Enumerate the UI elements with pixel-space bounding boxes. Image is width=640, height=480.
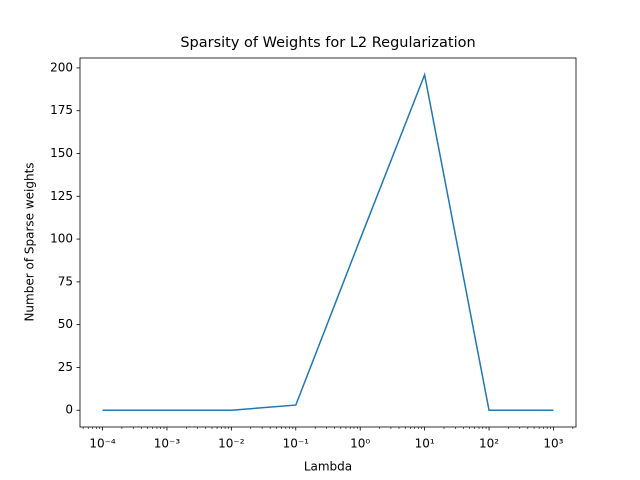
axes-frame (79, 57, 577, 428)
y-tick-label: 150 (50, 146, 73, 160)
x-tick-label: 10⁻² (218, 437, 245, 451)
x-tick-label: 10⁻¹ (283, 437, 310, 451)
chart-title: Sparsity of Weights for L2 Regularizatio… (180, 35, 475, 51)
x-tick-label: 10⁰ (350, 437, 370, 451)
y-tick-label: 0 (65, 403, 73, 417)
x-tick-label: 10⁻³ (154, 437, 181, 451)
y-tick-label: 125 (50, 189, 73, 203)
x-tick-label: 10¹ (415, 437, 435, 451)
y-tick-label: 75 (58, 274, 73, 288)
y-tick-label: 50 (58, 317, 73, 331)
x-tick-label: 10³ (543, 437, 563, 451)
x-tick-label: 10⁻⁴ (89, 437, 116, 451)
y-tick-label: 200 (50, 60, 73, 74)
y-axis-label: Number of Sparse weights (23, 162, 37, 321)
y-tick-label: 100 (50, 232, 73, 246)
x-tick-label: 10² (479, 437, 499, 451)
y-tick-label: 25 (58, 360, 73, 374)
x-axis-label: Lambda (304, 460, 352, 474)
data-line (102, 72, 554, 411)
y-tick-label: 175 (50, 103, 73, 117)
